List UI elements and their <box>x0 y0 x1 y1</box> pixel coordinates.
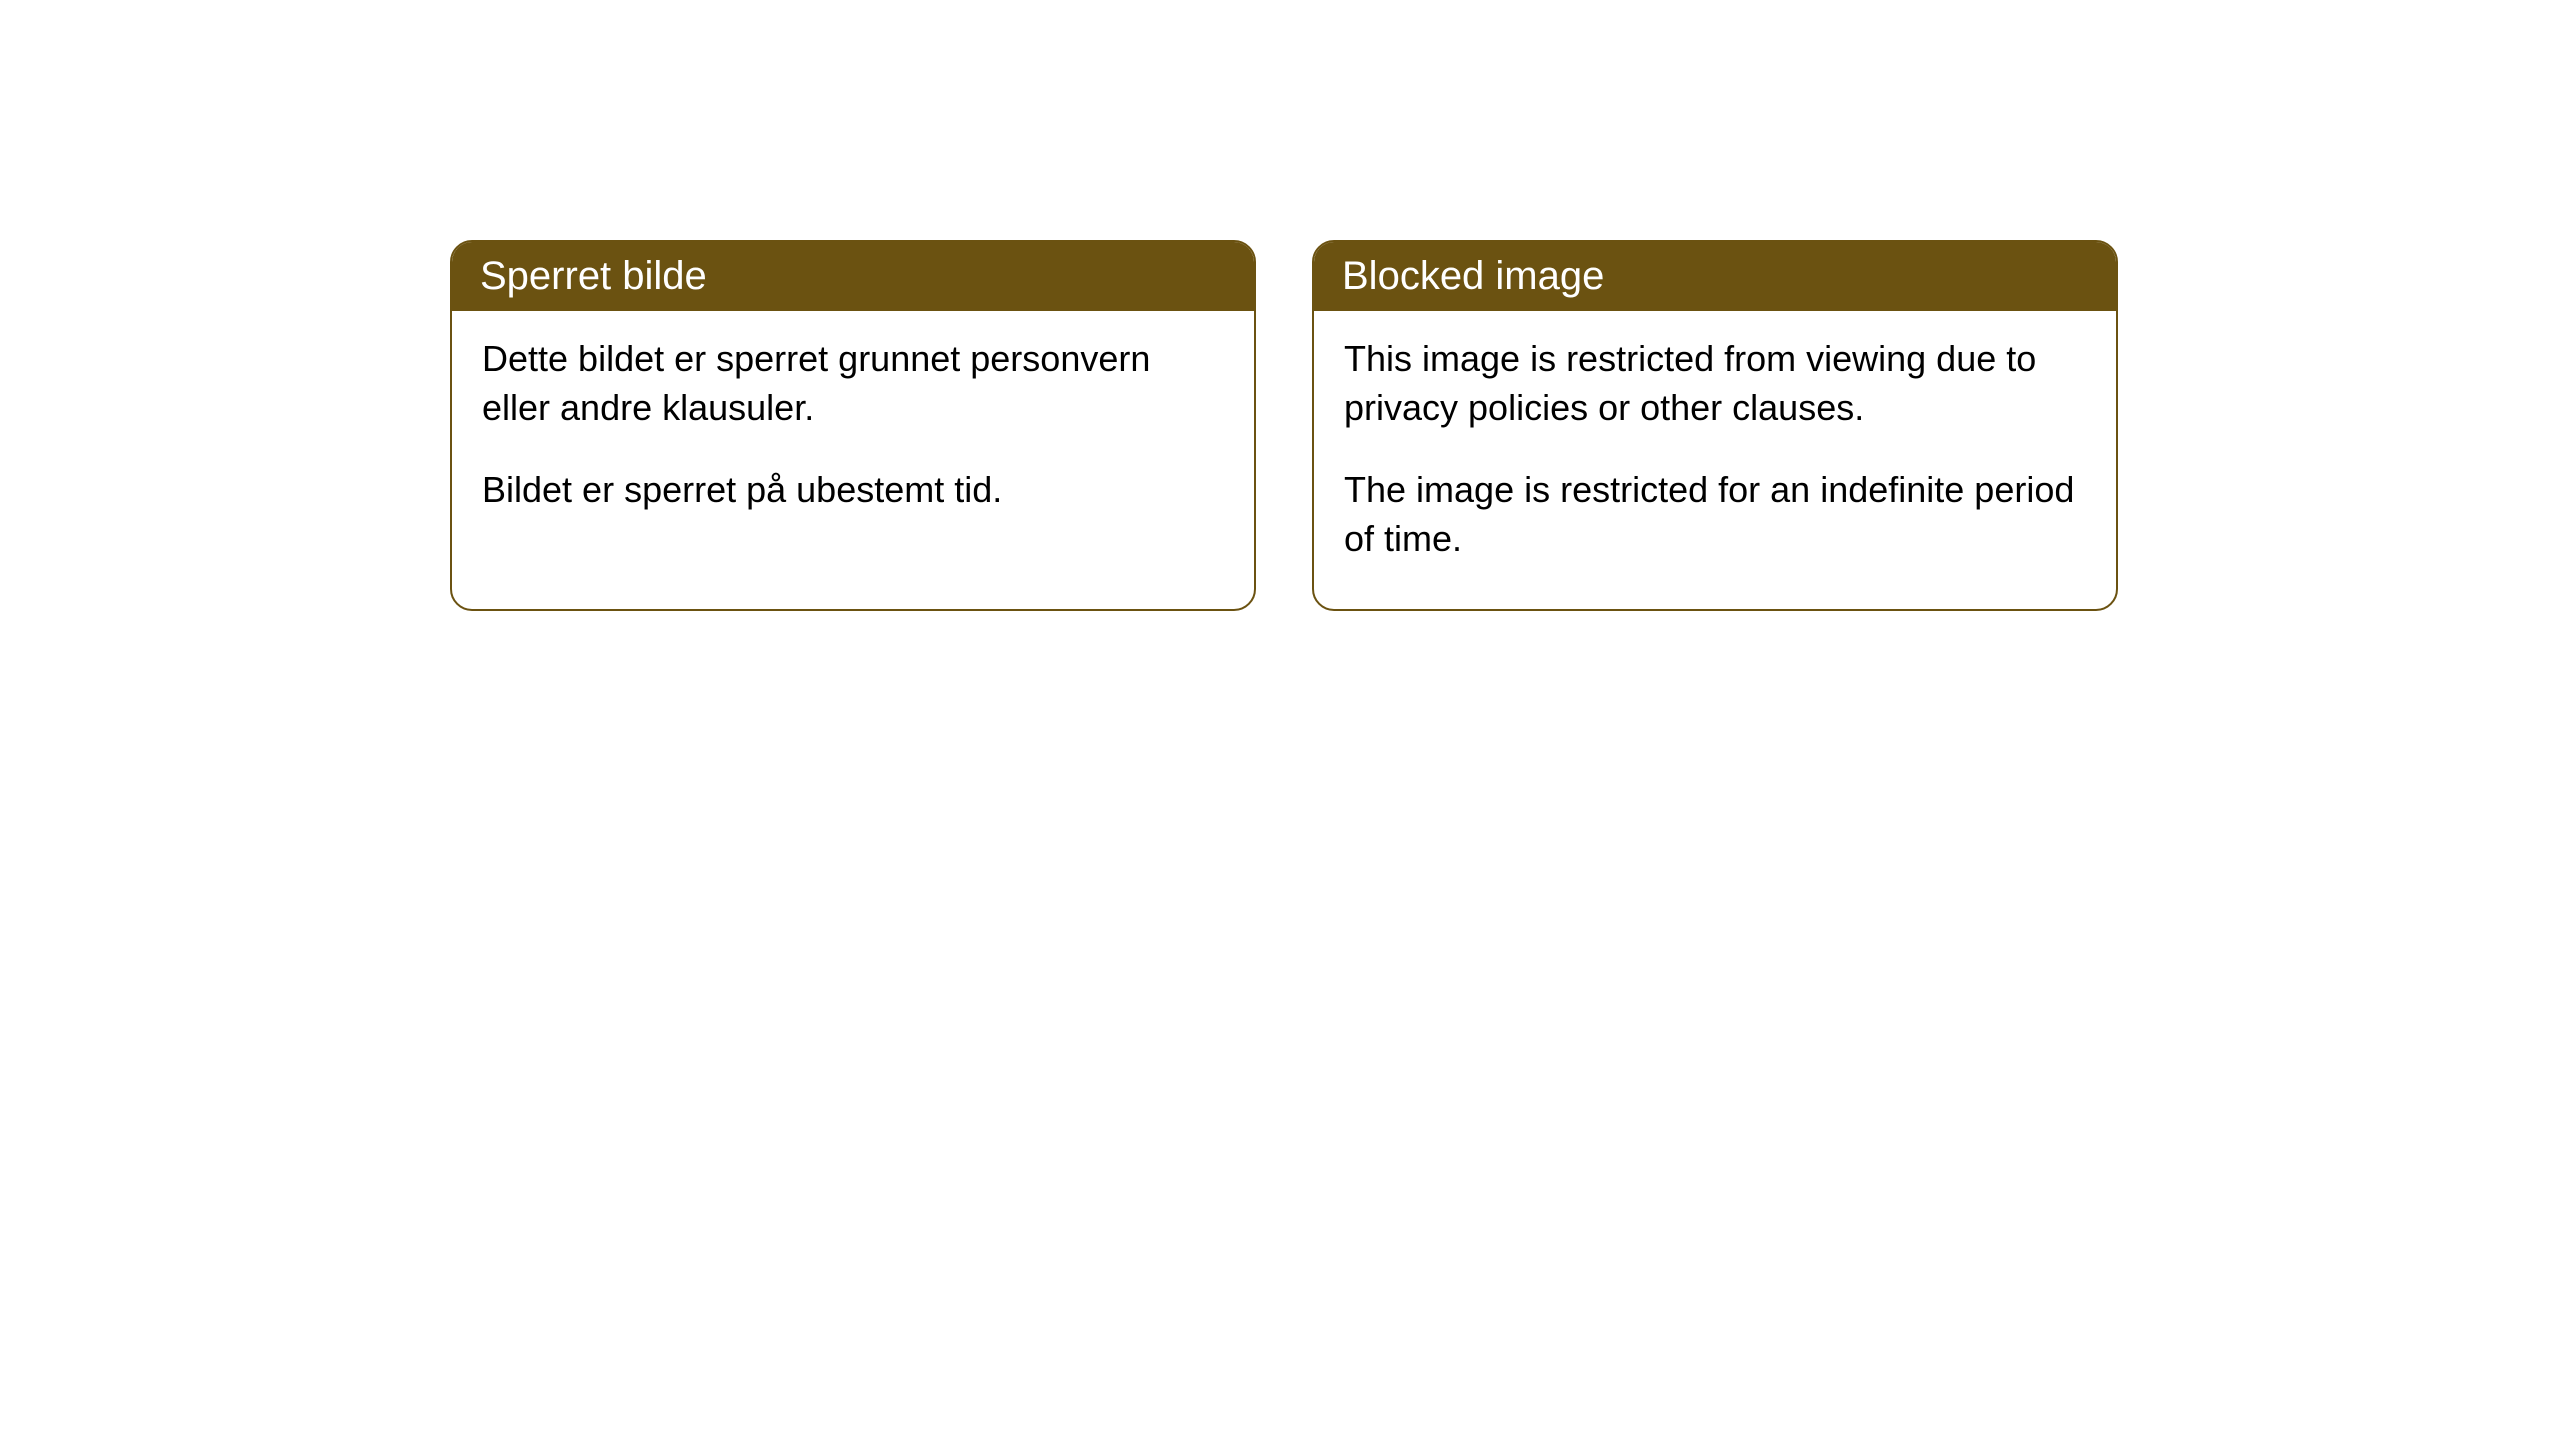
card-title: Blocked image <box>1342 254 1604 298</box>
card-header: Blocked image <box>1314 242 2116 311</box>
card-title: Sperret bilde <box>480 254 707 298</box>
cards-container: Sperret bilde Dette bildet er sperret gr… <box>450 240 2560 611</box>
blocked-image-card-english: Blocked image This image is restricted f… <box>1312 240 2118 611</box>
card-paragraph: This image is restricted from viewing du… <box>1344 335 2086 432</box>
card-paragraph: Bildet er sperret på ubestemt tid. <box>482 466 1224 515</box>
card-body: Dette bildet er sperret grunnet personve… <box>452 311 1254 561</box>
card-body: This image is restricted from viewing du… <box>1314 311 2116 609</box>
card-paragraph: The image is restricted for an indefinit… <box>1344 466 2086 563</box>
card-paragraph: Dette bildet er sperret grunnet personve… <box>482 335 1224 432</box>
blocked-image-card-norwegian: Sperret bilde Dette bildet er sperret gr… <box>450 240 1256 611</box>
card-header: Sperret bilde <box>452 242 1254 311</box>
